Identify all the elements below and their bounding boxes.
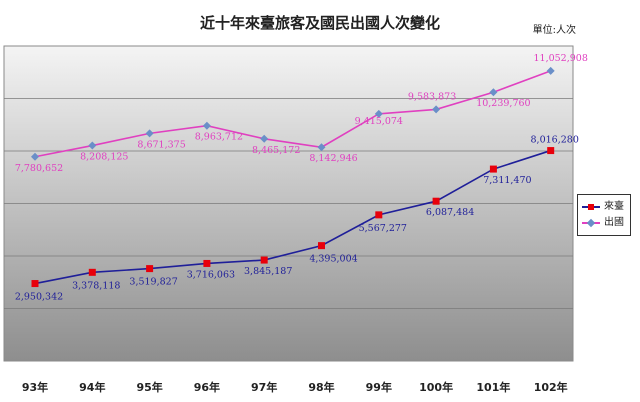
- data-point-outbound: [31, 152, 39, 161]
- x-tick-label: 94年: [79, 380, 105, 394]
- data-point-outbound: [260, 134, 269, 143]
- series-line-inbound: [34, 149, 551, 285]
- data-point-outbound: [374, 109, 383, 118]
- data-label-inbound: 3,716,063: [187, 269, 235, 280]
- data-point-inbound: [260, 256, 268, 264]
- data-label-inbound: 4,395,004: [309, 254, 357, 265]
- legend-label-inbound: 來臺: [604, 201, 624, 212]
- data-label-outbound: 8,465,172: [252, 145, 300, 156]
- data-label-outbound: 8,671,375: [137, 139, 185, 150]
- chart-title: 近十年來臺旅客及國民出國人次變化: [199, 14, 440, 32]
- x-tick-label: 93年: [22, 380, 48, 394]
- data-point-outbound: [317, 143, 326, 152]
- x-tick-label: 96年: [194, 380, 220, 394]
- data-point-outbound: [145, 129, 154, 138]
- data-label-inbound: 3,378,118: [72, 280, 120, 291]
- data-point-outbound: [88, 141, 97, 150]
- data-point-inbound: [489, 165, 497, 173]
- data-label-outbound: 10,239,760: [476, 98, 530, 109]
- x-tick-label: 95年: [136, 380, 162, 394]
- data-label-inbound: 6,087,484: [426, 207, 474, 218]
- data-label-outbound: 9,415,074: [355, 116, 403, 127]
- legend-marker-outbound: [586, 218, 596, 228]
- series-layer: [31, 66, 555, 288]
- data-label-outbound: 9,583,873: [408, 91, 456, 102]
- gridlines: [4, 98, 573, 309]
- legend: 來臺 出國: [577, 194, 631, 236]
- data-point-inbound: [88, 268, 96, 276]
- x-tick-label: 98年: [308, 380, 334, 394]
- data-label-inbound: 2,950,342: [15, 292, 63, 303]
- data-labels: 2,950,342 3,378,118 3,519,827 3,716,063 3,84…: [15, 53, 588, 303]
- x-tick-label: 102年: [534, 380, 568, 394]
- data-label-outbound: 11,052,908: [533, 53, 587, 64]
- data-label-inbound: 7,311,470: [483, 175, 531, 186]
- data-label-inbound: 3,845,187: [244, 266, 292, 277]
- data-point-inbound: [547, 147, 555, 155]
- data-label-inbound: 3,519,827: [129, 277, 177, 288]
- x-axis-ticks: 93年 94年 95年 96年 97年 98年 99年 100年 101年 102年: [22, 380, 568, 394]
- data-label-outbound: 8,208,125: [80, 152, 128, 163]
- data-point-inbound: [432, 197, 440, 205]
- unit-label: 單位:人次: [532, 25, 576, 36]
- legend-label-outbound: 出國: [604, 217, 624, 228]
- data-point-inbound: [203, 259, 211, 267]
- x-tick-label: 101年: [476, 380, 510, 394]
- x-tick-label: 99年: [366, 380, 392, 394]
- data-point-outbound: [489, 88, 498, 97]
- data-label-inbound: 8,016,280: [531, 135, 579, 146]
- legend-marker-inbound: [588, 204, 594, 210]
- data-point-inbound: [318, 242, 325, 250]
- x-tick-label: 97年: [251, 380, 277, 394]
- data-point-inbound: [146, 265, 154, 273]
- data-point-outbound: [202, 121, 211, 130]
- data-label-outbound: 8,142,946: [309, 153, 357, 164]
- data-point-inbound: [31, 280, 39, 288]
- series-line-outbound: [34, 70, 551, 158]
- data-point-outbound: [432, 105, 441, 114]
- data-label-outbound: 8,963,712: [195, 132, 243, 143]
- data-label-outbound: 7,780,652: [15, 163, 63, 174]
- data-point-inbound: [375, 211, 383, 219]
- x-tick-label: 100年: [419, 380, 453, 394]
- data-label-inbound: 5,567,277: [359, 223, 407, 234]
- data-point-outbound: [546, 66, 555, 75]
